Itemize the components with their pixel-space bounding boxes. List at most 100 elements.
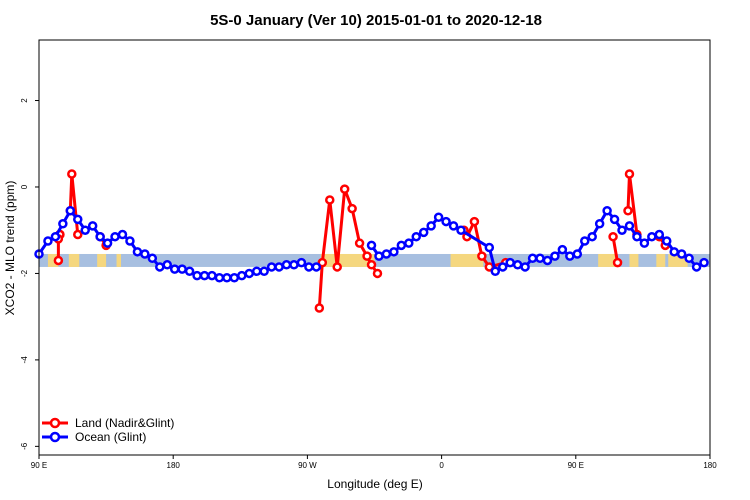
x-tick-label: 90 E bbox=[31, 461, 47, 470]
ocean-point bbox=[132, 247, 143, 257]
ocean-point bbox=[374, 251, 384, 261]
ocean-point bbox=[520, 262, 530, 272]
ocean-point bbox=[296, 257, 307, 268]
ocean-point bbox=[58, 218, 68, 229]
ocean-point bbox=[281, 260, 292, 270]
ocean-point bbox=[50, 231, 61, 242]
band-land bbox=[656, 253, 666, 267]
ocean-point bbox=[565, 251, 575, 261]
ocean-point bbox=[505, 257, 515, 268]
land-series bbox=[53, 169, 671, 313]
land-line bbox=[68, 172, 80, 235]
ocean-point bbox=[662, 236, 672, 246]
ocean-point bbox=[411, 231, 422, 242]
ocean-point bbox=[199, 270, 210, 281]
ocean-point bbox=[207, 270, 217, 281]
ocean-point bbox=[251, 266, 262, 277]
y-tick-label: 0 bbox=[20, 184, 29, 189]
ocean-point bbox=[162, 260, 172, 270]
ocean-point bbox=[448, 221, 459, 231]
ocean-point bbox=[441, 216, 451, 227]
band-land bbox=[598, 253, 618, 267]
y-tick-label: 2 bbox=[20, 98, 29, 103]
ocean-point bbox=[535, 253, 545, 264]
x-tick-label: 90 E bbox=[568, 461, 584, 470]
band-land bbox=[47, 253, 59, 267]
ocean-point bbox=[266, 262, 277, 272]
ocean-point bbox=[456, 225, 466, 235]
ocean-point bbox=[512, 260, 523, 270]
land-point bbox=[362, 251, 372, 261]
ocean-point bbox=[684, 253, 694, 264]
ocean-point bbox=[639, 238, 650, 248]
x-axis: 90 E 180 90 W 0 90 E 180 bbox=[31, 455, 717, 470]
y-axis: -6 -4 -2 0 2 bbox=[20, 98, 39, 450]
land-line bbox=[317, 187, 379, 309]
ocean-point bbox=[95, 231, 105, 242]
ocean-point bbox=[222, 273, 232, 283]
ocean-point bbox=[389, 247, 399, 257]
ocean-point bbox=[550, 251, 560, 261]
ocean-point bbox=[699, 257, 709, 268]
ocean-point bbox=[110, 231, 120, 242]
ocean-point bbox=[169, 264, 180, 274]
ocean-point bbox=[244, 268, 254, 279]
ocean-point bbox=[426, 221, 436, 231]
band-land bbox=[450, 253, 484, 267]
ocean-point bbox=[43, 236, 53, 246]
ocean-point bbox=[647, 231, 657, 242]
ocean-point bbox=[579, 236, 590, 246]
land-point bbox=[67, 169, 77, 179]
land-point bbox=[314, 303, 325, 313]
x-tick-label: 180 bbox=[703, 461, 717, 470]
ocean-point bbox=[497, 262, 508, 272]
ocean-point bbox=[490, 266, 501, 277]
band-land bbox=[629, 253, 639, 267]
legend-land-marker bbox=[49, 417, 61, 429]
ocean-point bbox=[140, 249, 150, 259]
land-point bbox=[317, 257, 328, 268]
ocean-point bbox=[396, 240, 407, 251]
land-point bbox=[339, 184, 350, 194]
land-point bbox=[347, 203, 357, 214]
land-point bbox=[73, 229, 83, 240]
x-tick-label: 0 bbox=[439, 461, 444, 470]
ocean-point bbox=[602, 206, 612, 216]
band-land bbox=[116, 253, 122, 267]
y-axis-label: XCO2 - MLO trend (ppm) bbox=[3, 181, 17, 316]
band-land bbox=[97, 253, 107, 267]
land-point bbox=[477, 251, 487, 261]
land-point bbox=[469, 216, 480, 227]
ocean-point bbox=[484, 242, 495, 253]
ocean-point bbox=[654, 229, 665, 240]
ocean-point bbox=[289, 260, 299, 270]
ocean-point bbox=[676, 249, 687, 259]
land-point bbox=[624, 169, 635, 179]
ocean-point bbox=[102, 238, 113, 248]
ocean-series bbox=[34, 206, 709, 283]
legend-ocean-marker bbox=[49, 431, 61, 443]
ocean-point bbox=[624, 221, 635, 231]
ocean-point bbox=[557, 244, 568, 255]
ocean-point bbox=[311, 262, 322, 272]
land-point bbox=[366, 260, 377, 270]
band-land bbox=[68, 253, 80, 267]
ocean-point bbox=[587, 231, 597, 242]
ocean-point bbox=[214, 273, 225, 283]
ocean-point bbox=[527, 253, 538, 264]
land-point bbox=[354, 238, 365, 248]
ocean-point bbox=[192, 270, 202, 281]
ocean-point bbox=[691, 262, 702, 272]
y-tick-label: -2 bbox=[20, 269, 29, 277]
plot-frame bbox=[38, 39, 711, 456]
ocean-point bbox=[274, 262, 284, 272]
ocean-point bbox=[366, 240, 377, 251]
ocean-point bbox=[80, 225, 90, 235]
legend: Land (Nadir&Glint) Ocean (Glint) bbox=[42, 416, 174, 444]
ocean-point bbox=[229, 273, 240, 283]
ocean-point bbox=[381, 249, 392, 259]
land-point bbox=[612, 257, 623, 268]
chart-title: 5S-0 January (Ver 10) 2015-01-01 to 2020… bbox=[210, 12, 542, 29]
x-axis-label: Longitude (deg E) bbox=[327, 477, 422, 491]
